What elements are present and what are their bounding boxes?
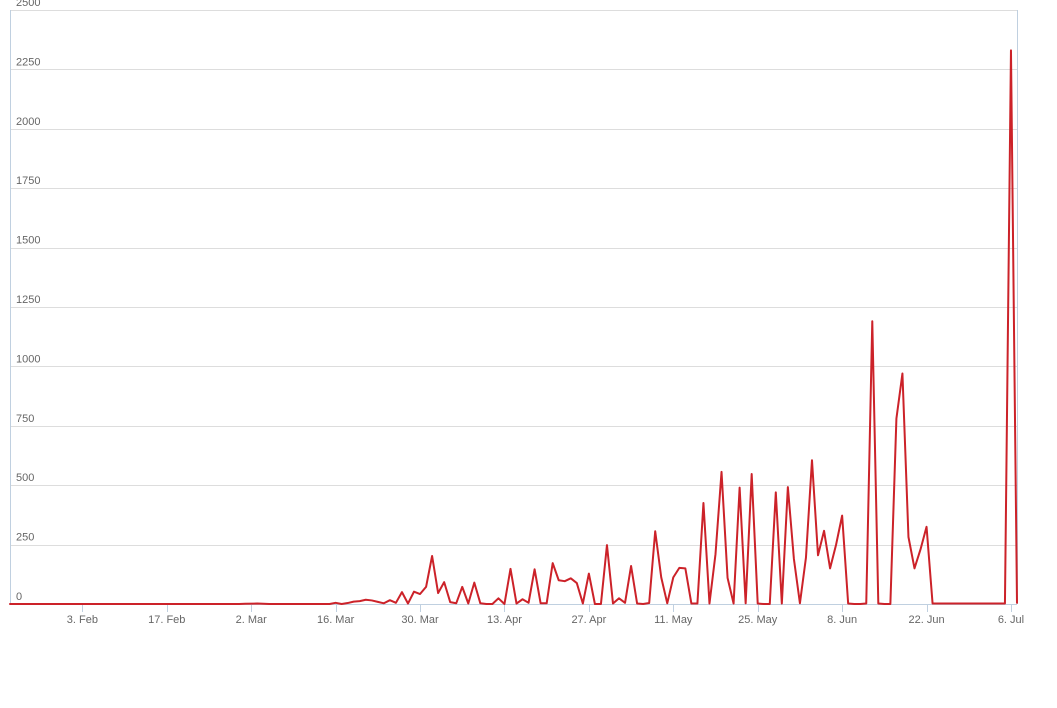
y-tick-label: 750: [16, 413, 34, 425]
y-tick-label: 2000: [16, 116, 40, 128]
x-tick-label: 27. Apr: [571, 614, 606, 626]
y-tick-label: 2250: [16, 56, 40, 68]
x-tick-label: 11. May: [654, 614, 693, 626]
x-tick-label: 16. Mar: [317, 614, 355, 626]
series-layer: [9, 49, 1018, 605]
y-tick-label: 1500: [16, 235, 40, 247]
y-tick-label: 500: [16, 472, 34, 484]
x-tick-label: 25. May: [738, 614, 778, 626]
y-tick-label: 250: [16, 532, 34, 544]
x-tick-label: 22. Jun: [909, 614, 945, 626]
y-tick-label: 1750: [16, 175, 40, 187]
x-tick-label: 2. Mar: [236, 614, 268, 626]
x-tick-label: 30. Mar: [401, 614, 439, 626]
axes: [10, 10, 1018, 612]
y-tick-label: 1250: [16, 294, 40, 306]
x-tick-label: 8. Jun: [827, 614, 857, 626]
y-axis-tick-labels: 0 250 500 750 1000 1250 1500 1750 2000 2250 2500: [16, 0, 40, 603]
y-tick-label: 0: [16, 591, 22, 603]
x-tick-label: 17. Feb: [148, 614, 185, 626]
x-tick-label: 6. Jul: [998, 614, 1024, 626]
x-tick-label: 13. Apr: [487, 614, 522, 626]
y-tick-label: 2500: [16, 0, 40, 9]
grid-lines: [10, 10, 1017, 605]
y-tick-label: 1000: [16, 353, 40, 365]
x-axis-tick-labels: 3. Feb 17. Feb 2. Mar 16. Mar 30. Mar 13. Apr…: [67, 614, 1024, 626]
x-tick-label: 3. Feb: [67, 614, 98, 626]
series-line: [9, 49, 1018, 605]
